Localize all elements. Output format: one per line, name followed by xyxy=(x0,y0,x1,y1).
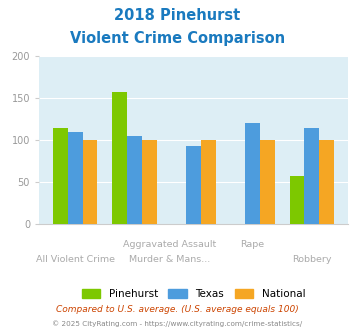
Bar xyxy=(290,177,304,224)
Text: Aggravated Assault: Aggravated Assault xyxy=(123,240,217,249)
Text: © 2025 CityRating.com - https://www.cityrating.com/crime-statistics/: © 2025 CityRating.com - https://www.city… xyxy=(53,320,302,327)
Text: Rape: Rape xyxy=(241,240,264,249)
Bar xyxy=(83,140,97,224)
Text: Compared to U.S. average. (U.S. average equals 100): Compared to U.S. average. (U.S. average … xyxy=(56,305,299,314)
Text: Violent Crime Comparison: Violent Crime Comparison xyxy=(70,31,285,46)
Legend: Pinehurst, Texas, National: Pinehurst, Texas, National xyxy=(77,285,310,303)
Bar xyxy=(142,140,157,224)
Bar xyxy=(53,128,68,224)
Text: 2018 Pinehurst: 2018 Pinehurst xyxy=(114,8,241,23)
Bar xyxy=(68,132,83,224)
Bar xyxy=(319,140,334,224)
Bar xyxy=(245,123,260,224)
Bar xyxy=(201,140,215,224)
Bar xyxy=(127,136,142,224)
Text: All Violent Crime: All Violent Crime xyxy=(36,255,115,264)
Bar xyxy=(112,92,127,224)
Bar xyxy=(186,146,201,224)
Bar xyxy=(304,128,319,224)
Text: Robbery: Robbery xyxy=(292,255,332,264)
Bar xyxy=(260,140,275,224)
Text: Murder & Mans...: Murder & Mans... xyxy=(129,255,211,264)
